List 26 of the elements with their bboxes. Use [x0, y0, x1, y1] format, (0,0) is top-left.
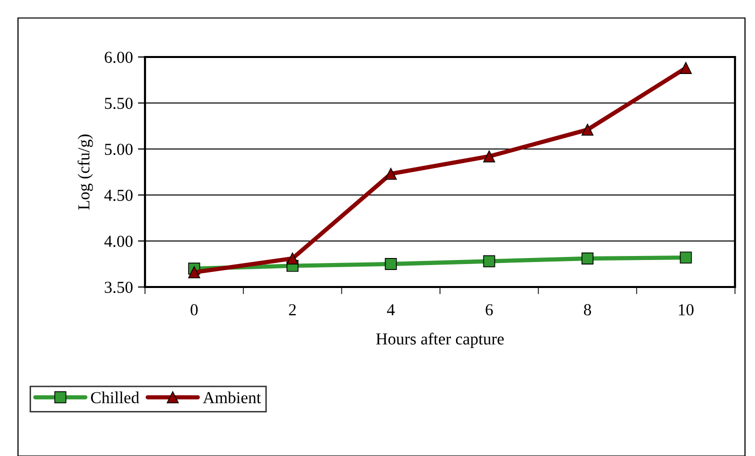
- x-tick-label: 10: [678, 304, 694, 316]
- point: [582, 252, 594, 264]
- point: [680, 252, 692, 264]
- y-tick-label: 4.00: [104, 236, 133, 248]
- y-tick-label: 5.00: [104, 144, 133, 156]
- point: [384, 168, 397, 180]
- y-tick-label: 5.50: [104, 98, 133, 110]
- legend-label: Chilled: [91, 392, 140, 404]
- y-tick-label: 6.00: [104, 52, 133, 64]
- point: [384, 258, 397, 270]
- x-tick-label: 0: [190, 304, 198, 316]
- point: [286, 252, 298, 264]
- point: [188, 266, 200, 278]
- point: [483, 255, 496, 268]
- y-axis-title: Log (cfu/g): [78, 134, 93, 210]
- legend-label: Ambient: [202, 392, 261, 404]
- x-axis-title: Hours after capture: [376, 332, 504, 348]
- y-tick-label: 3.50: [104, 282, 133, 294]
- point: [483, 150, 496, 162]
- x-tick-label: 8: [584, 304, 592, 316]
- x-tick-label: 6: [486, 304, 493, 316]
- y-tick-label: 4.50: [104, 190, 133, 202]
- point: [582, 124, 594, 136]
- x-tick-label: 4: [386, 304, 395, 316]
- point: [680, 62, 692, 74]
- x-tick-label: 2: [289, 304, 296, 316]
